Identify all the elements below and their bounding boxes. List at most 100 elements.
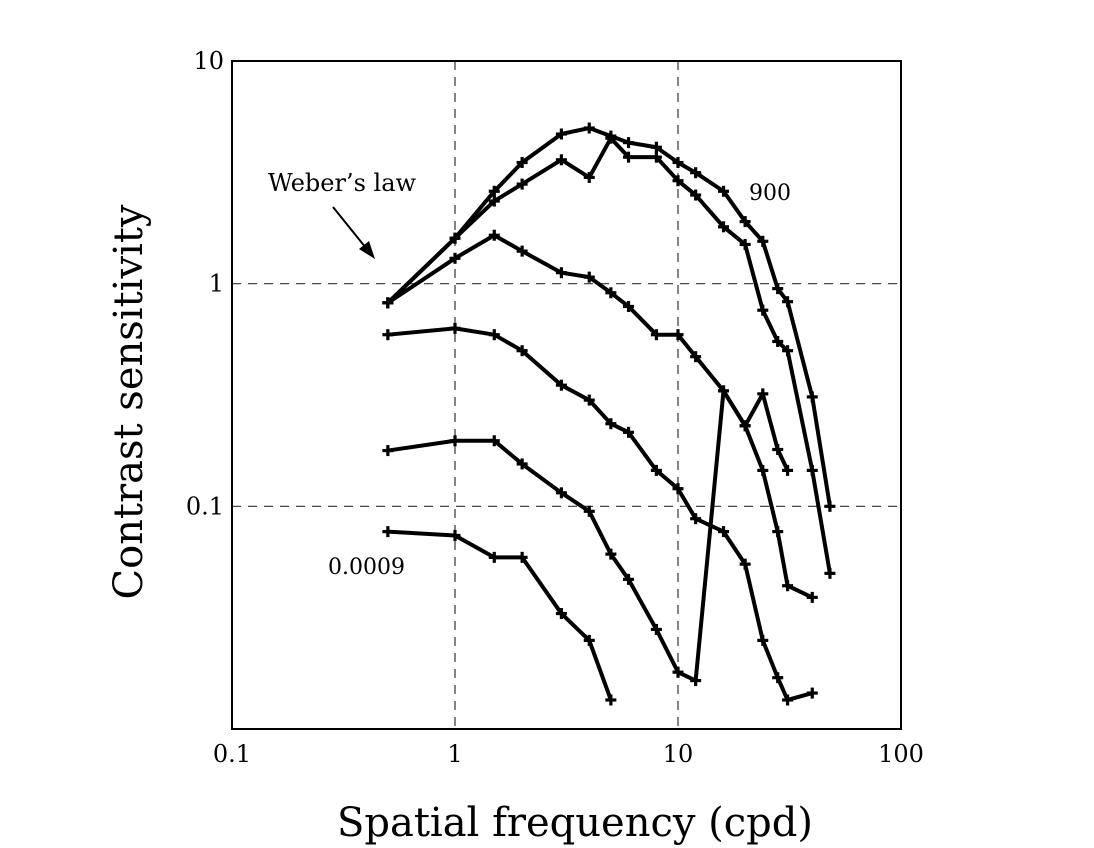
data-point [449, 529, 461, 541]
x-tick-label: 0.1 [213, 740, 251, 768]
data-point [806, 464, 818, 476]
data-point [516, 458, 528, 470]
data-point [382, 445, 394, 457]
data-point [718, 185, 730, 197]
data-point [605, 287, 617, 299]
data-point [605, 694, 617, 706]
data-point [516, 157, 528, 169]
bottom-curve-label: 0.0009 [328, 555, 405, 580]
data-point [806, 591, 818, 603]
data-point [690, 675, 702, 687]
data-point [650, 623, 662, 635]
data-point [782, 345, 794, 357]
data-point [605, 418, 617, 430]
data-point [583, 505, 595, 517]
data-point [739, 558, 751, 570]
data-point [623, 300, 635, 312]
data-point [555, 379, 567, 391]
data-point [824, 500, 836, 512]
data-point [623, 137, 635, 149]
data-point [488, 185, 500, 197]
data-point [555, 128, 567, 140]
data-point [806, 687, 818, 699]
data-point [516, 345, 528, 357]
x-axis-title: Spatial frequency (cpd) [337, 800, 813, 846]
webers-law-arrow [332, 206, 375, 259]
x-tick-label: 1 [447, 740, 462, 768]
data-point [772, 526, 784, 538]
data-point [718, 385, 730, 397]
data-point [382, 526, 394, 538]
data-point [650, 151, 662, 163]
series-line [385, 326, 815, 702]
data-point [806, 391, 818, 403]
data-point [488, 551, 500, 563]
data-point [488, 229, 500, 241]
webers-law-label: Weber’s law [268, 169, 417, 197]
y-tick-label: 1 [209, 270, 224, 298]
top-curve-label: 900 [749, 181, 791, 206]
data-point [449, 435, 461, 447]
data-point [739, 420, 751, 432]
data-point [690, 351, 702, 363]
y-tick-label: 0.1 [186, 492, 224, 520]
series-6 [382, 526, 617, 706]
data-point [488, 329, 500, 341]
y-axis-title: Contrast sensitivity [106, 204, 152, 599]
data-point [605, 132, 617, 144]
data-point [650, 329, 662, 341]
data-point [449, 252, 461, 264]
data-point [583, 634, 595, 646]
data-point [555, 487, 567, 499]
series-line [385, 126, 832, 509]
series-layer [382, 122, 836, 706]
series-2 [382, 132, 836, 579]
data-point [739, 216, 751, 228]
data-point [623, 426, 635, 438]
data-point [718, 526, 730, 538]
tick-labels: 0.1 1 10 100 0.1 1 10 [186, 47, 924, 768]
data-point [516, 178, 528, 190]
series-line [385, 388, 790, 683]
data-point [690, 189, 702, 201]
data-point [757, 634, 769, 646]
data-point [583, 122, 595, 134]
series-5 [382, 385, 794, 687]
data-point [605, 548, 617, 560]
data-point [782, 464, 794, 476]
data-point [772, 672, 784, 684]
data-point [650, 141, 662, 153]
plot-frame [231, 60, 902, 730]
data-point [555, 267, 567, 279]
data-point [757, 388, 769, 400]
data-point [650, 464, 662, 476]
data-point [757, 464, 769, 476]
data-point [757, 304, 769, 316]
data-point [488, 435, 500, 447]
y-tick-label: 10 [193, 47, 224, 75]
data-point [382, 329, 394, 341]
data-point [672, 483, 684, 495]
data-point [672, 666, 684, 678]
x-tick-label: 10 [663, 740, 694, 768]
data-point [772, 283, 784, 295]
data-point [672, 175, 684, 187]
data-point [772, 335, 784, 347]
data-point [623, 151, 635, 163]
data-point [488, 195, 500, 207]
data-point [583, 171, 595, 183]
data-point [516, 551, 528, 563]
data-point [449, 322, 461, 334]
data-point [583, 271, 595, 283]
data-point [555, 154, 567, 166]
data-point [516, 245, 528, 257]
data-point [782, 694, 794, 706]
data-point [382, 297, 394, 309]
data-point [690, 513, 702, 525]
data-point [718, 221, 730, 233]
data-point [772, 443, 784, 455]
data-point [449, 232, 461, 244]
data-point [824, 567, 836, 579]
data-point [583, 394, 595, 406]
